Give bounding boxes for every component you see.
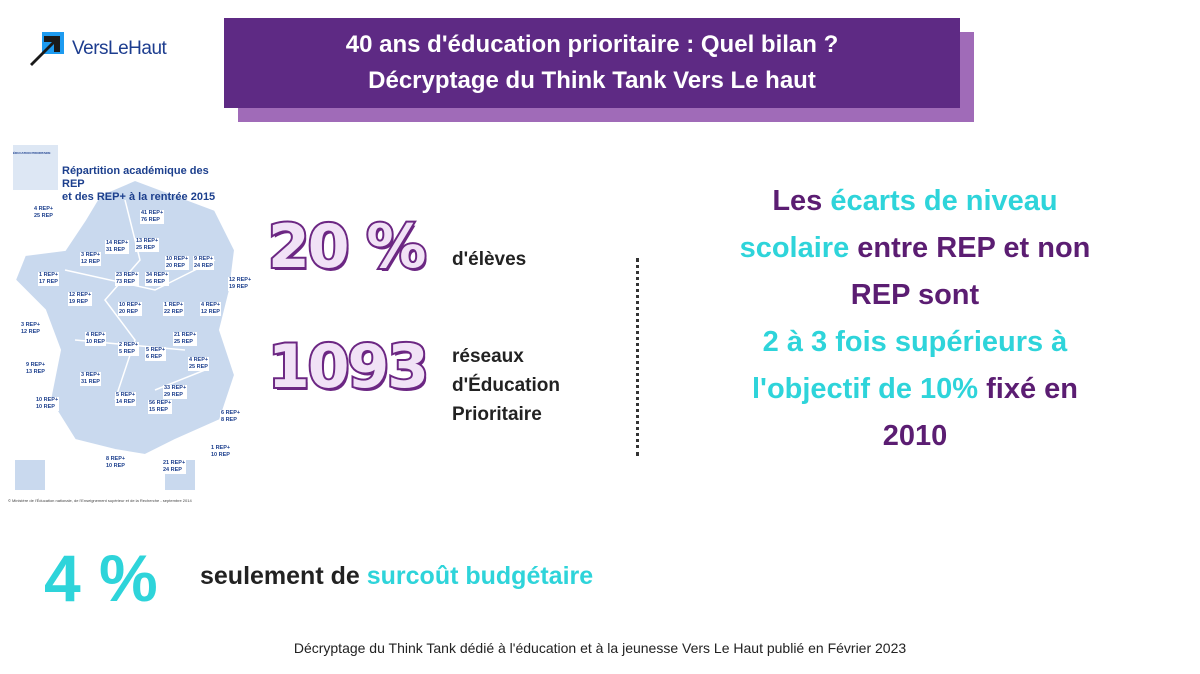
map-region-label: 10 REP+ 20 REP — [118, 302, 143, 316]
map-region-label: 14 REP+ 31 REP — [105, 240, 130, 254]
stat-networks-count: 1093 — [266, 330, 431, 404]
gap-line4: 2 à 3 fois supérieurs à — [762, 326, 1068, 358]
stat-networks-label-line-3: Prioritaire — [452, 404, 542, 425]
footer-credit: Décryptage du Think Tank dédié à l'éduca… — [293, 640, 907, 656]
stat-networks-label-line-1: réseaux — [452, 346, 524, 367]
map-region-label: 3 REP+ 12 REP — [20, 322, 42, 336]
level-gap-statement: Les écarts de niveau scolaire entre REP … — [660, 178, 1170, 460]
stat-networks-label-line-2: d'Éducation — [452, 375, 560, 396]
map-region-label: 34 REP+ 56 REP — [145, 272, 170, 286]
stat-percent-label-line: d'élèves — [452, 249, 527, 270]
title-line-2: Décryptage du Think Tank Vers Le haut — [368, 67, 816, 94]
map-region-label: 5 REP+ 6 REP — [145, 347, 167, 361]
logo-text: VersLeHaut — [72, 38, 167, 59]
dotted-divider — [636, 258, 639, 456]
gap-line6: 2010 — [882, 420, 948, 452]
stat-percent-label: d'élèves — [452, 245, 526, 274]
map-region-label: 1 REP+ 22 REP — [163, 302, 185, 316]
map-region-label: 10 REP+ 10 REP — [35, 397, 60, 411]
map-region-label: 4 REP+ 10 REP — [85, 332, 107, 346]
map-heading-line-2: et des REP+ à la rentrée 2015 — [62, 191, 216, 203]
map-region-label: 9 REP+ 13 REP — [25, 362, 47, 376]
map-badge: ÉDUCATION PRIORITAIRE — [13, 151, 51, 155]
map-region-label: 21 REP+ 24 REP — [162, 460, 187, 474]
map-region-label: 33 REP+ 29 REP — [163, 385, 188, 399]
stat-percent-students: 20 % — [266, 210, 428, 284]
map-region-label: 6 REP+ 8 REP — [220, 410, 242, 424]
map-region-label: 2 REP+ 5 REP — [118, 342, 140, 356]
map-region-label: 4 REP+ 25 REP — [33, 206, 55, 220]
gap-line3: REP sont — [850, 279, 980, 311]
budget-percent: 4 % — [44, 541, 158, 615]
map-region-label: 3 REP+ 31 REP — [80, 372, 102, 386]
gap-line1-a: Les — [772, 185, 831, 217]
budget-text-a: seulement de — [200, 562, 367, 590]
gap-line1-b: écarts de niveau — [830, 185, 1058, 217]
logo[interactable]: VersLeHaut — [28, 30, 167, 68]
map-region-label: 10 REP+ 20 REP — [165, 256, 190, 270]
map-heading-line-1: Répartition académique des REP — [62, 165, 209, 190]
arrow-logo-icon — [30, 32, 64, 66]
title-line-1: 40 ans d'éducation prioritaire : Quel bi… — [345, 31, 839, 58]
map-region-label: 5 REP+ 14 REP — [115, 392, 137, 406]
stat-networks-label: réseaux d'Éducation Prioritaire — [452, 342, 560, 429]
gap-line5-b: fixé en — [978, 373, 1078, 405]
map-region-label: 8 REP+ 10 REP — [105, 456, 127, 470]
map-region-label: 4 REP+ 25 REP — [188, 357, 210, 371]
budget-statement: seulement de surcoût budgétaire — [200, 562, 593, 591]
map-region-label: 21 REP+ 25 REP — [173, 332, 198, 346]
map-heading: Répartition académique des REP et des RE… — [62, 165, 232, 204]
map-region-label: 41 REP+ 76 REP — [140, 210, 165, 224]
map-region-label: 1 REP+ 17 REP — [38, 272, 60, 286]
title-banner: 40 ans d'éducation prioritaire : Quel bi… — [224, 18, 960, 108]
map-region-label: 4 REP+ 12 REP — [200, 302, 222, 316]
map-region-label: 23 REP+ 73 REP — [115, 272, 140, 286]
map-region-label: 12 REP+ 19 REP — [228, 277, 253, 291]
budget-text-b: surcoût budgétaire — [366, 562, 594, 590]
map-region-label: 3 REP+ 12 REP — [80, 252, 102, 266]
map-region-label: 9 REP+ 24 REP — [193, 256, 215, 270]
gap-line5-a: l'objectif de 10% — [751, 373, 979, 405]
map-region-label: 1 REP+ 10 REP — [210, 445, 232, 459]
map-credit: © Ministère de l'Éducation nationale, de… — [8, 498, 192, 503]
gap-line2-b: entre REP et non — [849, 232, 1091, 264]
gap-line2-a: scolaire — [739, 232, 850, 264]
map-region-label: 12 REP+ 19 REP — [68, 292, 93, 306]
map-region-label: 56 REP+ 15 REP — [148, 400, 173, 414]
map-region-label: 13 REP+ 25 REP — [135, 238, 160, 252]
